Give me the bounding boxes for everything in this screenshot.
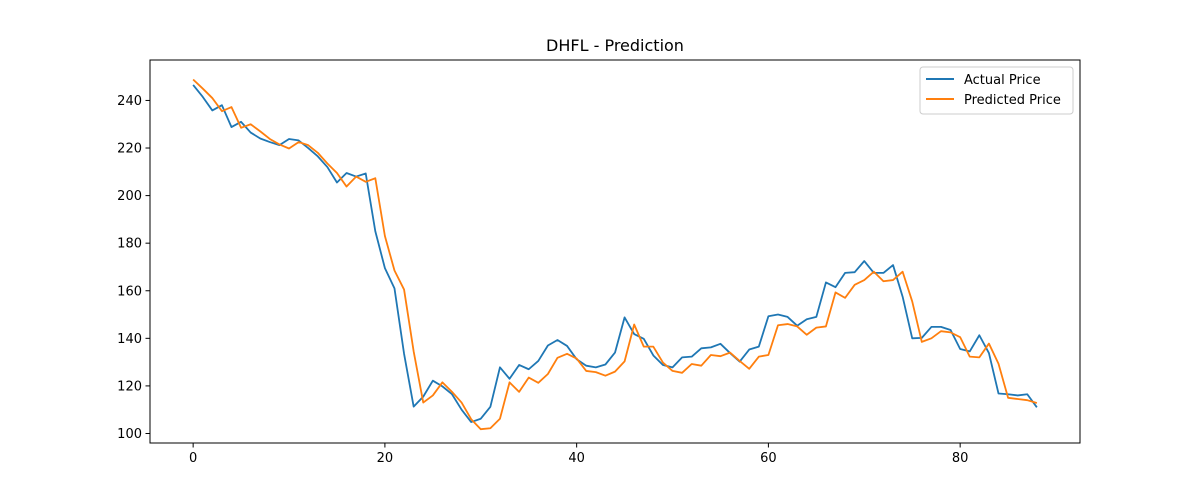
x-tick-label: 60 bbox=[760, 451, 777, 466]
x-tick-label: 80 bbox=[952, 451, 969, 466]
series-line-predicted-price bbox=[192, 78, 1038, 431]
y-tick-label: 200 bbox=[117, 189, 142, 204]
legend: Actual Price Predicted Price bbox=[919, 66, 1074, 115]
plot-frame bbox=[149, 59, 1081, 444]
series-line-actual-price bbox=[192, 84, 1038, 423]
legend-label-actual: Actual Price bbox=[964, 73, 1041, 88]
y-tick-label: 220 bbox=[117, 142, 142, 157]
x-tick-label: 0 bbox=[189, 451, 197, 466]
x-axis: 0 20 40 60 80 bbox=[189, 443, 968, 466]
y-axis: 100 120 140 160 180 200 220 240 bbox=[117, 94, 150, 442]
y-tick-label: 240 bbox=[117, 94, 142, 109]
chart-title: DHFL - Prediction bbox=[546, 36, 684, 55]
y-tick-label: 160 bbox=[117, 284, 142, 299]
legend-label-predicted: Predicted Price bbox=[964, 93, 1061, 108]
y-tick-label: 140 bbox=[117, 332, 142, 347]
y-tick-label: 100 bbox=[117, 427, 142, 442]
y-tick-label: 180 bbox=[117, 237, 142, 252]
x-tick-label: 40 bbox=[568, 451, 585, 466]
series-layer bbox=[192, 78, 1038, 431]
y-tick-label: 120 bbox=[117, 379, 142, 394]
x-tick-label: 20 bbox=[377, 451, 394, 466]
legend-frame bbox=[919, 66, 1074, 115]
